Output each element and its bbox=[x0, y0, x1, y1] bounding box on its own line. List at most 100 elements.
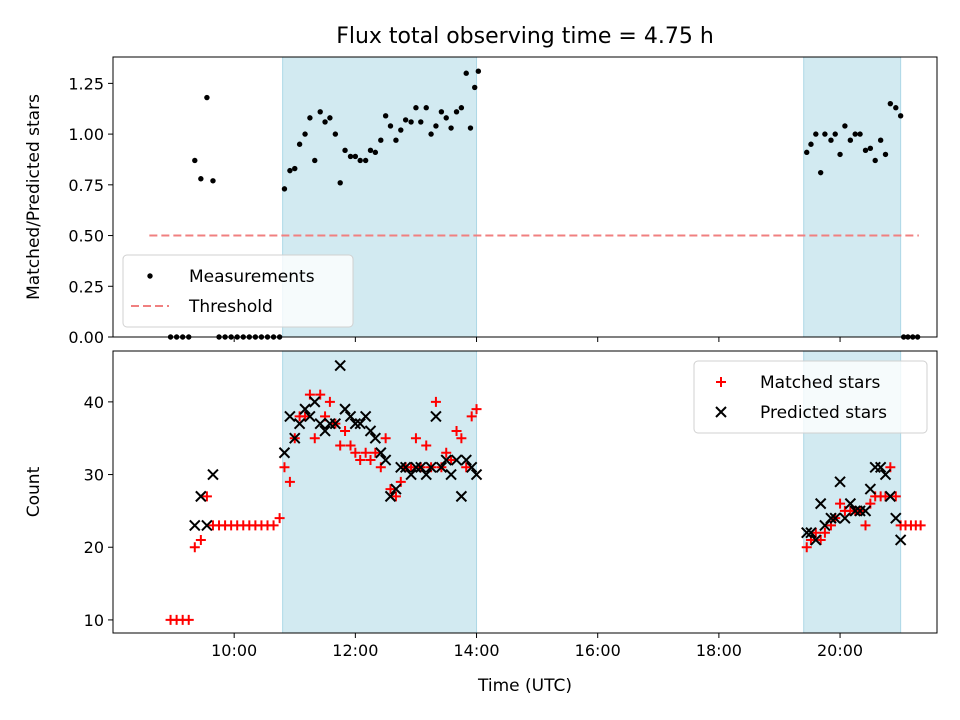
y-tick-label: 30 bbox=[84, 466, 104, 485]
predicted-stars-point bbox=[445, 468, 457, 481]
predicted-stars-point bbox=[293, 417, 306, 430]
measurements-point bbox=[337, 180, 343, 186]
measurements-point bbox=[817, 169, 824, 176]
x-tick-label: 18:00 bbox=[696, 641, 742, 660]
legend-box bbox=[122, 254, 354, 328]
predicted-stars-point bbox=[834, 476, 846, 488]
predicted-stars-point bbox=[390, 483, 402, 495]
predicted-stars-point bbox=[455, 490, 468, 503]
y-axis-title: Count bbox=[24, 466, 44, 517]
x-tick-label: 16:00 bbox=[575, 641, 621, 660]
predicted-stars-point bbox=[201, 519, 213, 532]
matched-stars-point bbox=[421, 440, 432, 451]
measurements-point bbox=[893, 105, 899, 111]
predicted-stars-point bbox=[207, 468, 219, 481]
measurements-point bbox=[192, 157, 198, 164]
predicted-stars-point bbox=[399, 461, 412, 473]
predicted-stars-point bbox=[304, 410, 316, 423]
matched-stars-point bbox=[324, 396, 335, 407]
predicted-stars-point bbox=[349, 417, 362, 430]
measurements-point bbox=[852, 131, 858, 137]
legend-matched-stars-label: Matched stars bbox=[760, 373, 880, 393]
predicted-stars-point bbox=[379, 454, 392, 466]
measurements-point bbox=[872, 157, 878, 164]
predicted-stars-point bbox=[395, 461, 407, 473]
legend: Measurements Threshold bbox=[122, 254, 354, 328]
matched-stars-point bbox=[300, 411, 311, 422]
matched-stars-point bbox=[268, 520, 279, 531]
legend-predicted-stars-swatch bbox=[715, 406, 727, 418]
measurements-point bbox=[862, 147, 869, 154]
predicted-stars-point bbox=[890, 512, 902, 524]
measurements-point bbox=[332, 131, 339, 137]
measurements-point bbox=[877, 137, 884, 143]
predicted-stars-point bbox=[410, 461, 422, 473]
matched-stars-point bbox=[461, 462, 472, 473]
measurements-point bbox=[428, 131, 434, 137]
measurements-point bbox=[387, 123, 394, 129]
measurements-point bbox=[402, 117, 409, 123]
matched-stars-point bbox=[890, 491, 901, 502]
predicted-stars-point bbox=[309, 396, 321, 408]
predicted-stars-point bbox=[420, 468, 432, 481]
matched-stars-point bbox=[365, 455, 376, 466]
measurements-point bbox=[287, 167, 293, 174]
legend-threshold-label: Threshold bbox=[188, 297, 273, 317]
measurements-point bbox=[828, 137, 834, 143]
measurements-point bbox=[296, 141, 303, 147]
predicted-stars-point bbox=[470, 468, 483, 481]
matched-stars-point bbox=[466, 411, 477, 422]
measurements-point bbox=[378, 137, 384, 143]
matched-stars-point bbox=[274, 513, 285, 524]
measurements-point bbox=[438, 109, 445, 115]
predicted-stars-point bbox=[894, 534, 907, 546]
measurements-point bbox=[423, 105, 429, 111]
predicted-stars-point bbox=[874, 461, 887, 473]
measurements-point bbox=[475, 68, 482, 74]
measurements-point bbox=[347, 153, 354, 160]
matched-stars-point bbox=[355, 455, 366, 466]
measurements-point bbox=[867, 145, 874, 152]
measurements-point bbox=[204, 94, 210, 101]
matched-stars-point bbox=[446, 455, 457, 466]
predicted-stars-point bbox=[415, 461, 427, 473]
matched-stars-point bbox=[456, 433, 467, 444]
predicted-stars-point bbox=[864, 483, 877, 495]
predicted-stars-point bbox=[425, 461, 437, 473]
y-axis-title: Matched/Predicted stars bbox=[24, 94, 44, 300]
matched-stars-point bbox=[860, 520, 871, 531]
measurements-point bbox=[467, 125, 474, 131]
measurements-point bbox=[322, 119, 328, 125]
measurements-point bbox=[857, 131, 863, 137]
measurements-point bbox=[312, 157, 318, 164]
plot-frame bbox=[112, 56, 938, 338]
y-tick-label: 0.00 bbox=[68, 328, 104, 347]
predicted-stars-point bbox=[375, 447, 387, 459]
measurements-point bbox=[448, 125, 454, 131]
predicted-stars-point bbox=[440, 454, 452, 466]
predicted-stars-point bbox=[460, 454, 472, 466]
matched-stars-point bbox=[279, 462, 290, 473]
measurements-point bbox=[357, 157, 363, 164]
predicted-stars-point bbox=[195, 490, 207, 503]
measurements-point bbox=[887, 100, 894, 107]
x-tick-label: 10:00 bbox=[211, 641, 257, 660]
predicted-stars-point bbox=[801, 526, 813, 539]
predicted-stars-point bbox=[450, 454, 463, 466]
measurements-point bbox=[897, 113, 904, 119]
matched-stars-point bbox=[335, 440, 346, 451]
measurements-point bbox=[822, 131, 828, 137]
measurements-point bbox=[362, 157, 369, 164]
legend-box bbox=[693, 360, 928, 434]
predicted-stars-point bbox=[384, 490, 397, 503]
predicted-stars-point bbox=[825, 512, 837, 524]
legend-predicted-stars-label: Predicted stars bbox=[760, 403, 887, 423]
measurements-point bbox=[882, 151, 889, 158]
matched-stars-point bbox=[183, 614, 194, 625]
predicted-stars-point bbox=[859, 505, 872, 517]
predicted-stars-point bbox=[344, 410, 357, 423]
matched-stars-point bbox=[915, 520, 926, 531]
measurements-point bbox=[317, 109, 323, 115]
matched-stars-point bbox=[880, 491, 891, 502]
